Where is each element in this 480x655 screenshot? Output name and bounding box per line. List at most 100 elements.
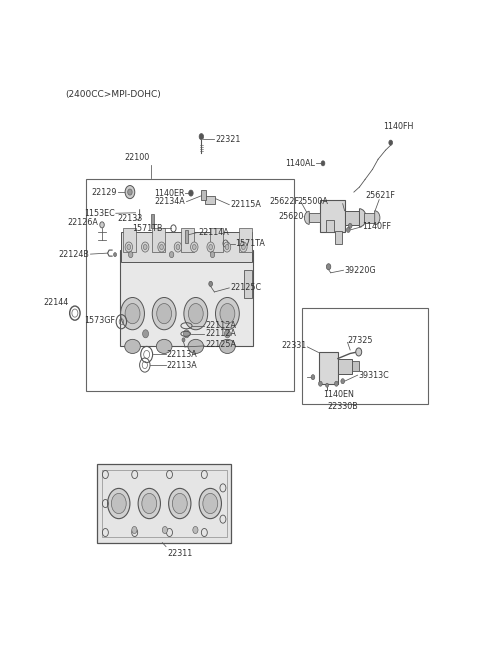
Text: 22144: 22144 — [44, 297, 69, 307]
Circle shape — [192, 244, 196, 250]
Circle shape — [125, 242, 132, 252]
Circle shape — [216, 297, 240, 329]
Bar — [152, 228, 165, 252]
Circle shape — [225, 244, 229, 250]
Circle shape — [143, 329, 148, 338]
Bar — [335, 231, 342, 244]
Circle shape — [189, 190, 193, 196]
Circle shape — [209, 244, 213, 250]
Text: 1140ER: 1140ER — [154, 189, 184, 198]
Circle shape — [225, 329, 230, 338]
Bar — [244, 271, 252, 298]
Circle shape — [311, 375, 315, 380]
Circle shape — [335, 381, 338, 386]
Circle shape — [241, 244, 245, 250]
Bar — [338, 358, 352, 373]
Text: 25620: 25620 — [278, 212, 304, 221]
Bar — [364, 213, 375, 223]
Circle shape — [128, 189, 132, 195]
Circle shape — [182, 338, 185, 342]
Circle shape — [125, 303, 140, 324]
Wedge shape — [304, 212, 309, 225]
Text: 1140EN: 1140EN — [323, 390, 354, 400]
Text: 22113A: 22113A — [167, 360, 197, 369]
Circle shape — [341, 379, 345, 384]
Text: 39313C: 39313C — [359, 371, 389, 380]
Wedge shape — [375, 211, 380, 225]
Circle shape — [127, 244, 131, 250]
Text: 22330B: 22330B — [327, 402, 358, 411]
Circle shape — [207, 242, 215, 252]
Bar — [97, 464, 231, 542]
Circle shape — [348, 223, 352, 229]
Circle shape — [108, 489, 130, 519]
Text: 1573GF: 1573GF — [84, 316, 115, 325]
Text: 22133: 22133 — [117, 214, 143, 223]
Circle shape — [203, 493, 218, 514]
Circle shape — [176, 244, 180, 250]
Text: 25500A: 25500A — [297, 197, 328, 206]
Bar — [205, 196, 216, 204]
Circle shape — [114, 253, 117, 257]
Circle shape — [144, 244, 147, 250]
Circle shape — [129, 252, 133, 257]
Bar — [151, 214, 154, 228]
Circle shape — [188, 303, 203, 324]
Circle shape — [210, 252, 215, 257]
Circle shape — [174, 242, 181, 252]
Text: 25621F: 25621F — [365, 191, 395, 200]
Text: 22321: 22321 — [216, 135, 241, 143]
Circle shape — [389, 140, 393, 145]
Bar — [352, 361, 359, 371]
Circle shape — [168, 489, 191, 519]
Circle shape — [347, 227, 350, 233]
Circle shape — [152, 297, 176, 329]
Text: 22100: 22100 — [124, 153, 149, 162]
Text: 22112A: 22112A — [205, 321, 236, 330]
Bar — [345, 211, 360, 225]
Circle shape — [160, 244, 163, 250]
Text: 22311: 22311 — [167, 549, 192, 557]
Ellipse shape — [125, 339, 140, 354]
Text: 25622F: 25622F — [270, 196, 300, 206]
Bar — [120, 250, 253, 346]
Circle shape — [319, 381, 322, 386]
Circle shape — [240, 242, 247, 252]
Bar — [309, 214, 321, 222]
Circle shape — [100, 222, 104, 228]
Circle shape — [356, 348, 362, 356]
Text: 1571TA: 1571TA — [236, 239, 265, 248]
Ellipse shape — [188, 339, 204, 354]
Circle shape — [184, 297, 208, 329]
Circle shape — [325, 383, 329, 387]
Text: 22331: 22331 — [282, 341, 307, 350]
Circle shape — [142, 242, 149, 252]
Text: 22134A: 22134A — [155, 197, 185, 206]
Bar — [302, 308, 428, 404]
Bar — [319, 352, 338, 384]
Text: 22124B: 22124B — [59, 250, 89, 259]
Circle shape — [125, 185, 135, 198]
Bar — [321, 200, 345, 233]
Text: 22125C: 22125C — [230, 284, 262, 292]
Text: 1140FF: 1140FF — [362, 223, 391, 231]
Circle shape — [321, 161, 325, 166]
Text: 22125A: 22125A — [205, 341, 236, 349]
Bar — [210, 228, 223, 252]
Circle shape — [223, 242, 231, 252]
Text: 39220G: 39220G — [345, 266, 376, 274]
Circle shape — [199, 134, 204, 140]
Text: 1571TB: 1571TB — [132, 224, 162, 233]
Text: 22126A: 22126A — [68, 218, 98, 227]
Text: 22112A: 22112A — [205, 329, 236, 338]
Bar — [121, 232, 252, 262]
Wedge shape — [360, 209, 366, 227]
Ellipse shape — [219, 339, 235, 354]
Bar — [202, 189, 206, 200]
Text: 22114A: 22114A — [199, 228, 229, 237]
Circle shape — [199, 489, 221, 519]
Circle shape — [157, 303, 172, 324]
Circle shape — [220, 303, 235, 324]
Text: 22129: 22129 — [91, 187, 117, 196]
Bar — [326, 220, 334, 233]
